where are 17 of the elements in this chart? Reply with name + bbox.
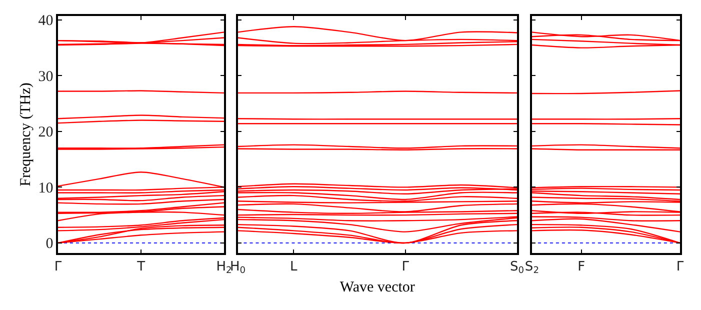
x-tick-label: S$_{2}$ (524, 259, 539, 276)
y-tick-label: 40 (38, 13, 54, 30)
y-tick-label: 10 (38, 180, 54, 196)
x-tick-label: Γ (54, 259, 62, 274)
x-tick-label: H$_{0}$ (230, 259, 246, 276)
y-axis-title: Frequency (THz) (18, 82, 34, 186)
x-tick-label: Γ (676, 259, 684, 274)
x-axis-title: Wave vector (340, 280, 415, 296)
y-tick-label: 0 (46, 236, 54, 252)
x-tick-label: H$_{2}$ (216, 259, 232, 276)
x-tick-label: S$_{0}$ (510, 259, 524, 276)
x-tick-label: L (290, 259, 298, 274)
x-tick-label: T (136, 259, 146, 274)
y-tick-label: 30 (38, 68, 54, 85)
x-tick-label: Γ (402, 259, 410, 274)
x-tick-label: F (578, 259, 586, 274)
y-tick-label: 20 (38, 124, 54, 141)
